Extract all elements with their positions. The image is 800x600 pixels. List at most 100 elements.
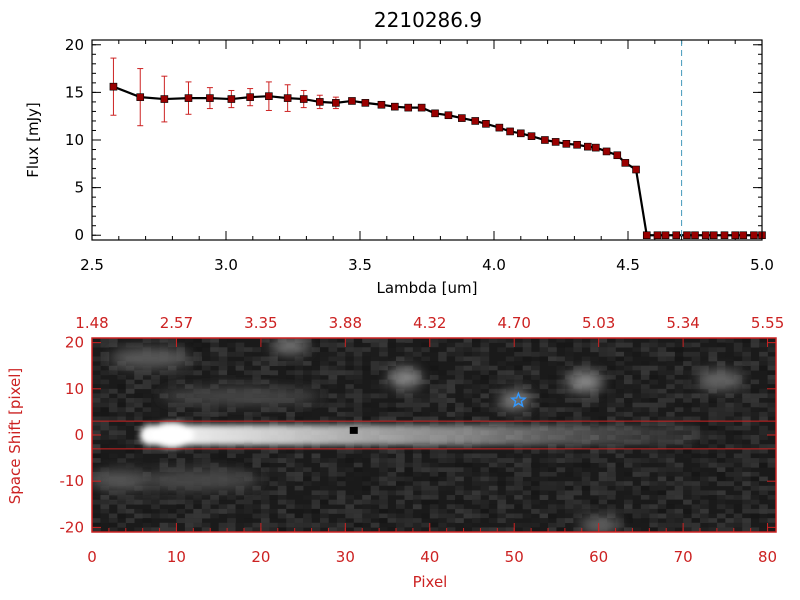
noise-pixel [320,476,329,482]
noise-pixel [379,513,388,519]
noise-pixel [666,347,675,353]
noise-pixel [336,416,346,422]
noise-pixel [548,513,557,519]
noise-pixel [235,444,245,450]
noise-pixel [353,508,363,514]
noise-pixel [725,338,735,343]
noise-pixel [387,527,397,532]
noise-pixel [691,356,701,362]
noise-pixel [632,513,642,519]
x-tick-label: 2.5 [80,256,104,274]
data-point [391,102,399,111]
noise-pixel [590,481,599,487]
noise-pixel [404,448,414,454]
noise-pixel [514,490,523,496]
noise-pixel [657,513,667,519]
noise-pixel [328,388,338,394]
noise-pixel [564,351,574,357]
noise-pixel [463,365,473,371]
noise-pixel [412,522,422,528]
noise-pixel [412,338,422,343]
noise-pixel [691,351,701,357]
noise-pixel [269,471,279,477]
noise-pixel [564,388,574,394]
noise-pixel [269,522,279,528]
noise-pixel [218,365,228,371]
noise-pixel [548,448,557,454]
noise-pixel [598,444,608,450]
noise-pixel [210,467,219,473]
noise-pixel [244,356,253,362]
noise-pixel [522,351,532,357]
noise-pixel [370,421,380,427]
noise-pixel [193,402,203,408]
noise-pixel [556,338,566,343]
noise-pixel [429,365,439,371]
noise-pixel [716,495,726,500]
noise-pixel [370,393,380,399]
noise-pixel [244,421,253,427]
noise-pixel [210,384,219,390]
noise-pixel [260,448,270,454]
noise-pixel [750,430,760,436]
noise-pixel [336,361,346,367]
noise-pixel [125,416,135,422]
noise-pixel [691,365,701,371]
noise-pixel [412,476,422,482]
noise-pixel [294,365,304,371]
noise-pixel [556,490,566,496]
pixel-tick-label: 30 [336,548,355,566]
noise-pixel [218,462,228,468]
noise-pixel [759,342,768,348]
noise-pixel [455,347,464,353]
noise-pixel [573,347,583,353]
noise-pixel [463,342,473,348]
noise-pixel [320,518,329,524]
noise-pixel [159,388,169,394]
noise-pixel [674,458,684,464]
noise-pixel [184,467,194,473]
noise-pixel [657,522,667,528]
noise-pixel [649,485,659,491]
noise-pixel [514,361,523,367]
data-point [653,231,662,240]
noise-pixel [657,485,667,491]
noise-pixel [328,342,338,348]
noise-pixel [548,485,557,491]
wavelength-tick-label: 5.03 [582,314,615,332]
noise-pixel [640,361,650,367]
noise-pixel [151,504,160,510]
noise-pixel [277,499,287,505]
noise-pixel [117,411,127,417]
noise-pixel [455,402,464,408]
noise-pixel [294,471,304,477]
noise-pixel [387,384,397,390]
noise-pixel [387,448,397,454]
noise-pixel [539,471,549,477]
noise-pixel [573,388,583,394]
noise-pixel [539,504,549,510]
noise-pixel [108,518,118,524]
noise-pixel [151,495,160,500]
noise-pixel [117,513,127,519]
noise-pixel [218,421,228,427]
noise-pixel [269,453,279,459]
noise-pixel [294,527,304,532]
noise-pixel [370,384,380,390]
noise-pixel [480,351,490,357]
noise-pixel [708,411,718,417]
noise-pixel [497,338,507,343]
noise-pixel [531,522,540,528]
noise-pixel [674,476,684,482]
shift-tick-label: -20 [60,518,85,536]
noise-pixel [607,388,616,394]
noise-pixel [286,365,295,371]
noise-pixel [514,351,523,357]
noise-pixel [260,513,270,519]
noise-pixel [193,458,203,464]
noise-pixel [294,508,304,514]
noise-pixel [624,518,633,524]
noise-pixel [142,508,152,514]
noise-pixel [260,370,270,376]
noise-pixel [497,508,507,514]
